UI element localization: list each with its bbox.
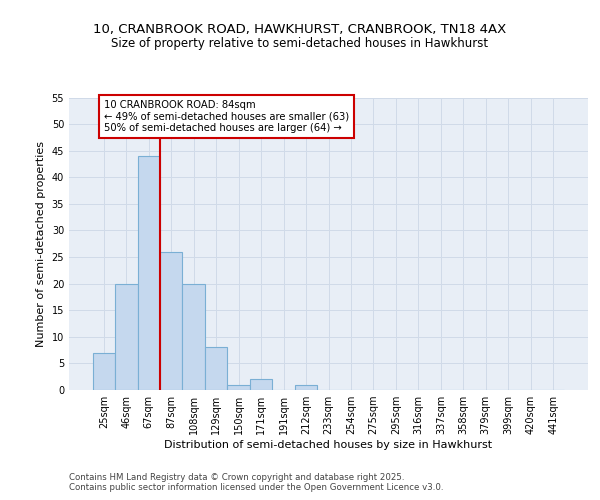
Text: 10, CRANBROOK ROAD, HAWKHURST, CRANBROOK, TN18 4AX: 10, CRANBROOK ROAD, HAWKHURST, CRANBROOK… [94, 22, 506, 36]
Bar [227, 384, 250, 390]
Bar [250, 380, 272, 390]
Bar [160, 252, 182, 390]
Bar [295, 384, 317, 390]
Bar [115, 284, 137, 390]
Bar [92, 353, 115, 390]
X-axis label: Distribution of semi-detached houses by size in Hawkhurst: Distribution of semi-detached houses by … [164, 440, 493, 450]
Y-axis label: Number of semi-detached properties: Number of semi-detached properties [36, 141, 46, 347]
Text: Contains HM Land Registry data © Crown copyright and database right 2025.
Contai: Contains HM Land Registry data © Crown c… [69, 473, 443, 492]
Text: Size of property relative to semi-detached houses in Hawkhurst: Size of property relative to semi-detach… [112, 38, 488, 51]
Text: 10 CRANBROOK ROAD: 84sqm
← 49% of semi-detached houses are smaller (63)
50% of s: 10 CRANBROOK ROAD: 84sqm ← 49% of semi-d… [104, 100, 349, 134]
Bar [137, 156, 160, 390]
Bar [182, 284, 205, 390]
Bar [205, 348, 227, 390]
